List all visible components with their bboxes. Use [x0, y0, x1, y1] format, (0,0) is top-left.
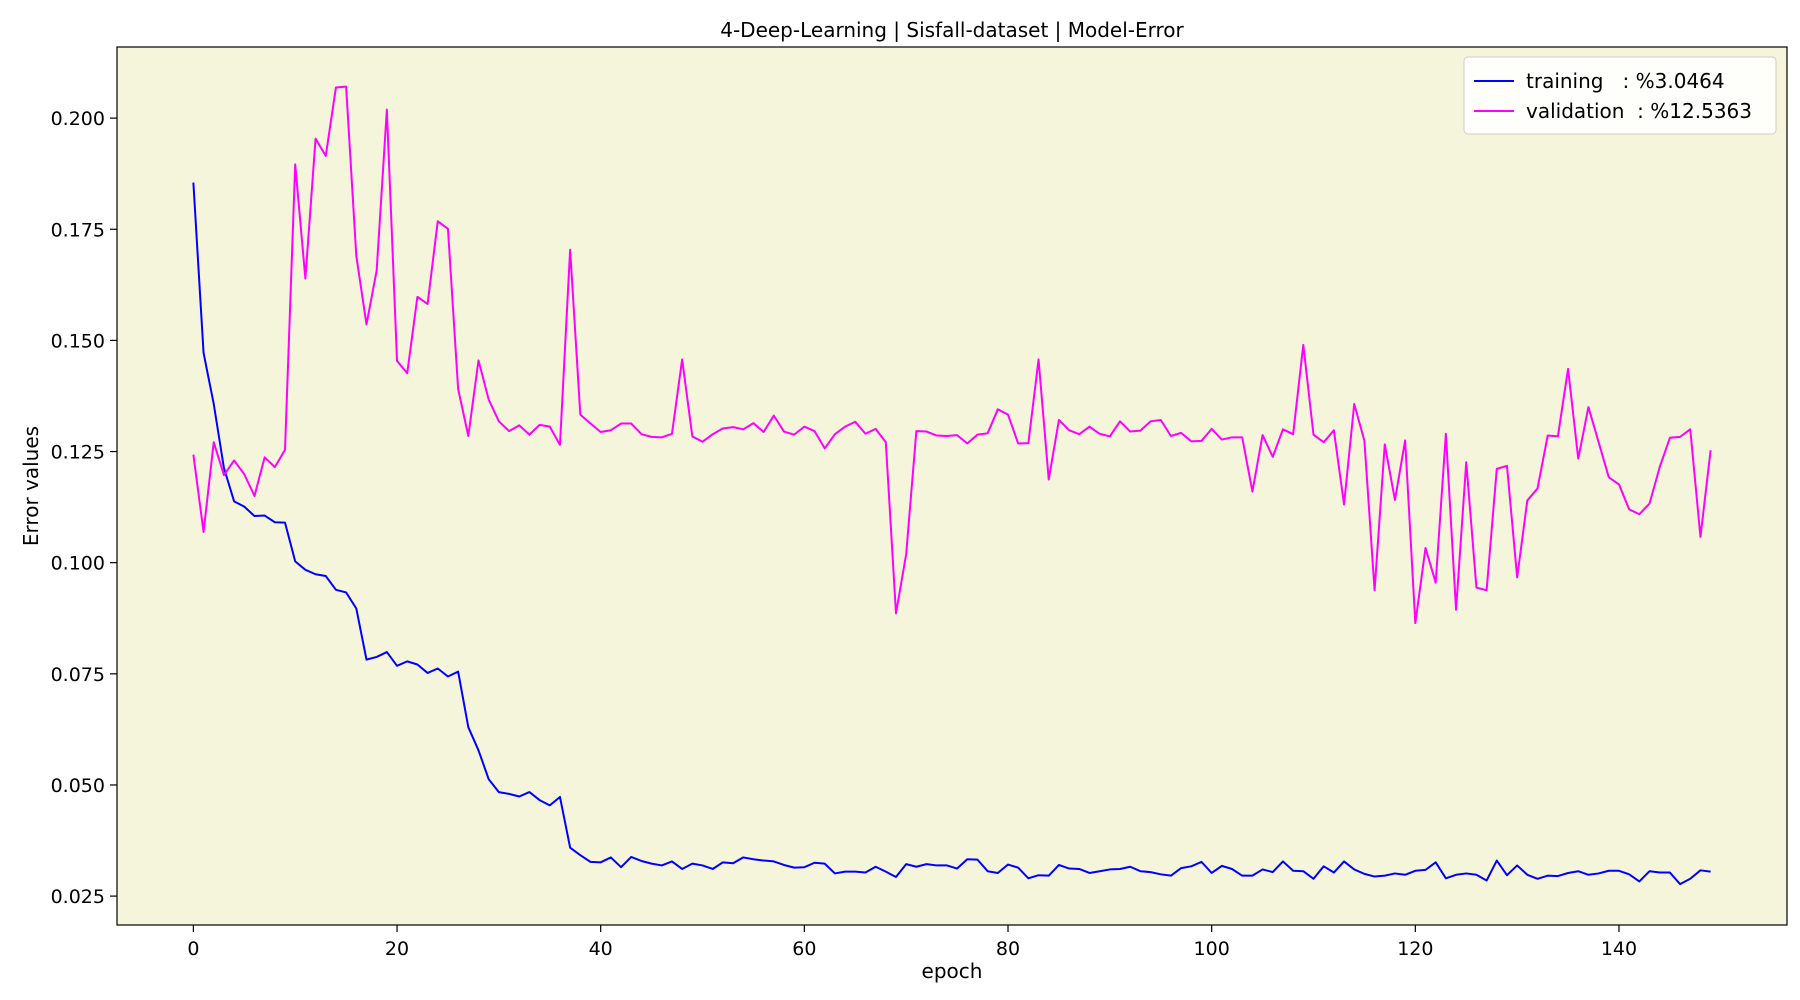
x-axis: 0 20 40 60 80 100 120 140	[187, 925, 1637, 960]
x-tick-label: 120	[1397, 938, 1433, 960]
plot-frame	[116, 46, 1788, 926]
x-tick-label: 40	[589, 938, 613, 960]
y-tick-label: 0.100	[51, 553, 105, 575]
series-layer	[192, 85, 1712, 886]
y-tick-label: 0.125	[51, 442, 105, 464]
y-tick-label: 0.075	[51, 664, 105, 686]
x-tick-label: 140	[1601, 938, 1637, 960]
legend-label-training: training : %3.0464	[1526, 69, 1725, 93]
legend-label-validation: validation : %12.5363	[1526, 99, 1752, 123]
chart-title: 4-Deep-Learning | Sisfall-dataset | Mode…	[720, 18, 1184, 42]
plot-area	[117, 47, 1787, 925]
y-axis: 0.025 0.050 0.075 0.100 0.125 0.150 0.175 0.200	[51, 108, 117, 908]
y-tick-label: 0.200	[51, 108, 105, 130]
y-tick-label: 0.175	[51, 219, 105, 241]
x-axis-label: epoch	[922, 959, 983, 983]
x-tick-label: 20	[385, 938, 409, 960]
x-tick-label: 80	[996, 938, 1020, 960]
legend-box	[1463, 56, 1777, 135]
y-tick-label: 0.150	[51, 330, 105, 352]
x-tick-label: 60	[792, 938, 816, 960]
y-axis-label: Error values	[19, 426, 43, 546]
x-tick-label: 100	[1194, 938, 1230, 960]
y-tick-label: 0.050	[51, 775, 105, 797]
x-tick-label: 0	[187, 938, 199, 960]
series-line-validation	[192, 85, 1712, 625]
legend: training : %3.0464 validation : %12.5363	[1463, 56, 1777, 135]
series-line-training	[192, 182, 1711, 886]
y-tick-label: 0.025	[51, 886, 105, 908]
